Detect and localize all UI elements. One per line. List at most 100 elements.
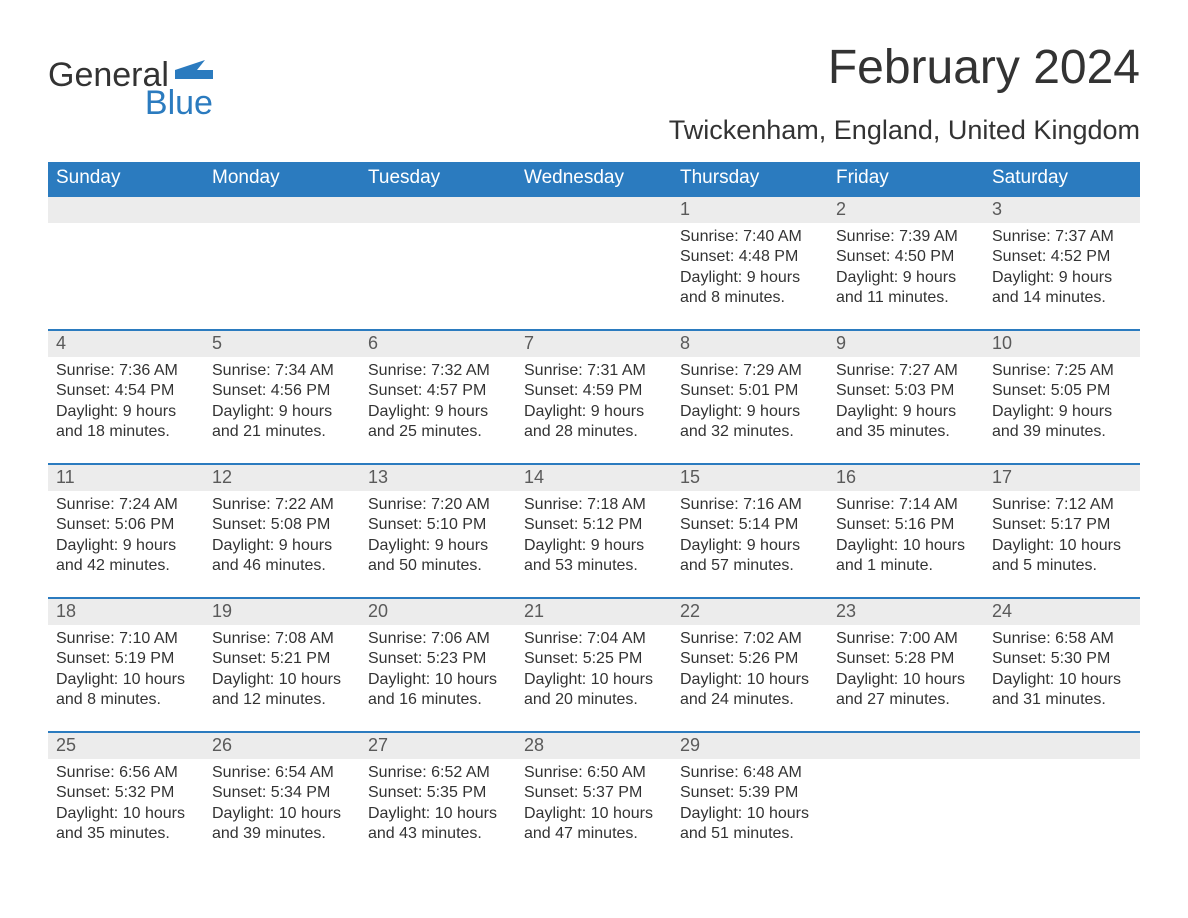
- sunrise-line: Sunrise: 7:18 AM: [524, 495, 664, 515]
- sunrise-line: Sunrise: 7:25 AM: [992, 361, 1132, 381]
- calendar-cell: 1Sunrise: 7:40 AMSunset: 4:48 PMDaylight…: [672, 195, 828, 329]
- sunrise-line: Sunrise: 7:06 AM: [368, 629, 508, 649]
- daylight-line: Daylight: 10 hours and 20 minutes.: [524, 670, 664, 711]
- daylight-line: Daylight: 9 hours and 8 minutes.: [680, 268, 820, 309]
- day-number: [828, 731, 984, 759]
- calendar-cell: 5Sunrise: 7:34 AMSunset: 4:56 PMDaylight…: [204, 329, 360, 463]
- day-number: 25: [48, 731, 204, 759]
- calendar-cell: [984, 731, 1140, 865]
- day-details: Sunrise: 7:25 AMSunset: 5:05 PMDaylight:…: [984, 357, 1140, 443]
- calendar-cell: 11 Sunrise: 7:24 AMSunset: 5:06 PMDayligh…: [48, 463, 204, 597]
- day-number: 15: [672, 463, 828, 491]
- calendar-cell: 9Sunrise: 7:27 AMSunset: 5:03 PMDaylight…: [828, 329, 984, 463]
- calendar-week-row: 25Sunrise: 6:56 AMSunset: 5:32 PMDayligh…: [48, 731, 1140, 865]
- sunset-line: Sunset: 4:59 PM: [524, 381, 664, 401]
- sunset-line: Sunset: 5:10 PM: [368, 515, 508, 535]
- day-number: 29: [672, 731, 828, 759]
- day-number: 19: [204, 597, 360, 625]
- sunset-line: Sunset: 5:28 PM: [836, 649, 976, 669]
- day-details: Sunrise: 6:50 AMSunset: 5:37 PMDaylight:…: [516, 759, 672, 845]
- day-number: 18: [48, 597, 204, 625]
- day-details: Sunrise: 7:22 AMSunset: 5:08 PMDaylight:…: [204, 491, 360, 577]
- weekday-header-row: SundayMondayTuesdayWednesdayThursdayFrid…: [48, 162, 1140, 195]
- sunset-line: Sunset: 5:21 PM: [212, 649, 352, 669]
- daylight-line: Daylight: 10 hours and 51 minutes.: [680, 804, 820, 845]
- day-number: 20: [360, 597, 516, 625]
- calendar-cell: 12Sunrise: 7:22 AMSunset: 5:08 PMDayligh…: [204, 463, 360, 597]
- day-number: 8: [672, 329, 828, 357]
- header: General Blue February 2024 Twickenham, E…: [48, 40, 1140, 158]
- day-details: Sunrise: 6:48 AMSunset: 5:39 PMDaylight:…: [672, 759, 828, 845]
- calendar-week-row: 11Sunrise: 7:24 AMSunset: 5:06 PMDayligh…: [48, 463, 1140, 597]
- day-number: 26: [204, 731, 360, 759]
- sunset-line: Sunset: 5:06 PM: [56, 515, 196, 535]
- weekday-header: Tuesday: [360, 162, 516, 195]
- calendar-cell: 2Sunrise: 7:39 AMSunset: 4:50 PMDaylight…: [828, 195, 984, 329]
- sunset-line: Sunset: 5:23 PM: [368, 649, 508, 669]
- title-block: February 2024 Twickenham, England, Unite…: [669, 40, 1140, 158]
- day-number: 4: [48, 329, 204, 357]
- calendar-cell: [516, 195, 672, 329]
- daylight-line: Daylight: 10 hours and 43 minutes.: [368, 804, 508, 845]
- sunrise-line: Sunrise: 7:27 AM: [836, 361, 976, 381]
- day-number: 14: [516, 463, 672, 491]
- sunset-line: Sunset: 5:39 PM: [680, 783, 820, 803]
- daylight-line: Daylight: 10 hours and 16 minutes.: [368, 670, 508, 711]
- sunset-line: Sunset: 5:19 PM: [56, 649, 196, 669]
- calendar-cell: 6Sunrise: 7:32 AMSunset: 4:57 PMDaylight…: [360, 329, 516, 463]
- sunset-line: Sunset: 4:48 PM: [680, 247, 820, 267]
- daylight-line: Daylight: 9 hours and 46 minutes.: [212, 536, 352, 577]
- day-number: 28: [516, 731, 672, 759]
- sunset-line: Sunset: 5:25 PM: [524, 649, 664, 669]
- sunrise-line: Sunrise: 7:24 AM: [56, 495, 196, 515]
- day-details: Sunrise: 7:06 AMSunset: 5:23 PMDaylight:…: [360, 625, 516, 711]
- day-number: 16: [828, 463, 984, 491]
- daylight-line: Daylight: 9 hours and 57 minutes.: [680, 536, 820, 577]
- sunrise-line: Sunrise: 7:14 AM: [836, 495, 976, 515]
- sunset-line: Sunset: 5:12 PM: [524, 515, 664, 535]
- sunset-line: Sunset: 5:08 PM: [212, 515, 352, 535]
- daylight-line: Daylight: 9 hours and 35 minutes.: [836, 402, 976, 443]
- calendar-cell: 8Sunrise: 7:29 AMSunset: 5:01 PMDaylight…: [672, 329, 828, 463]
- sunset-line: Sunset: 5:01 PM: [680, 381, 820, 401]
- sunset-line: Sunset: 5:30 PM: [992, 649, 1132, 669]
- daylight-line: Daylight: 9 hours and 14 minutes.: [992, 268, 1132, 309]
- daylight-line: Daylight: 10 hours and 8 minutes.: [56, 670, 196, 711]
- daylight-line: Daylight: 9 hours and 21 minutes.: [212, 402, 352, 443]
- sunset-line: Sunset: 4:54 PM: [56, 381, 196, 401]
- calendar-cell: 27Sunrise: 6:52 AMSunset: 5:35 PMDayligh…: [360, 731, 516, 865]
- day-details: Sunrise: 7:40 AMSunset: 4:48 PMDaylight:…: [672, 223, 828, 309]
- sunset-line: Sunset: 5:26 PM: [680, 649, 820, 669]
- day-number: 13: [360, 463, 516, 491]
- calendar-cell: 18Sunrise: 7:10 AMSunset: 5:19 PMDayligh…: [48, 597, 204, 731]
- day-number: 2: [828, 195, 984, 223]
- day-details: Sunrise: 7:18 AMSunset: 5:12 PMDaylight:…: [516, 491, 672, 577]
- day-number: 22: [672, 597, 828, 625]
- logo: General Blue: [48, 40, 213, 120]
- day-details: Sunrise: 7:04 AMSunset: 5:25 PMDaylight:…: [516, 625, 672, 711]
- sunset-line: Sunset: 5:16 PM: [836, 515, 976, 535]
- calendar-cell: 23Sunrise: 7:00 AMSunset: 5:28 PMDayligh…: [828, 597, 984, 731]
- sunset-line: Sunset: 5:32 PM: [56, 783, 196, 803]
- calendar-cell: 20Sunrise: 7:06 AMSunset: 5:23 PMDayligh…: [360, 597, 516, 731]
- calendar-cell: 4Sunrise: 7:36 AMSunset: 4:54 PMDaylight…: [48, 329, 204, 463]
- day-number: 27: [360, 731, 516, 759]
- calendar-cell: [48, 195, 204, 329]
- day-number: 24: [984, 597, 1140, 625]
- day-number: 11: [48, 463, 204, 491]
- day-details: Sunrise: 7:31 AMSunset: 4:59 PMDaylight:…: [516, 357, 672, 443]
- sunset-line: Sunset: 5:03 PM: [836, 381, 976, 401]
- daylight-line: Daylight: 9 hours and 32 minutes.: [680, 402, 820, 443]
- calendar-cell: 15Sunrise: 7:16 AMSunset: 5:14 PMDayligh…: [672, 463, 828, 597]
- calendar-cell: 10Sunrise: 7:25 AMSunset: 5:05 PMDayligh…: [984, 329, 1140, 463]
- day-details: Sunrise: 7:29 AMSunset: 5:01 PMDaylight:…: [672, 357, 828, 443]
- month-title: February 2024: [669, 40, 1140, 95]
- daylight-line: Daylight: 9 hours and 18 minutes.: [56, 402, 196, 443]
- day-number: 6: [360, 329, 516, 357]
- daylight-line: Daylight: 9 hours and 42 minutes.: [56, 536, 196, 577]
- sunset-line: Sunset: 5:34 PM: [212, 783, 352, 803]
- day-details: Sunrise: 7:27 AMSunset: 5:03 PMDaylight:…: [828, 357, 984, 443]
- sunset-line: Sunset: 5:14 PM: [680, 515, 820, 535]
- day-details: Sunrise: 7:37 AMSunset: 4:52 PMDaylight:…: [984, 223, 1140, 309]
- sunset-line: Sunset: 4:56 PM: [212, 381, 352, 401]
